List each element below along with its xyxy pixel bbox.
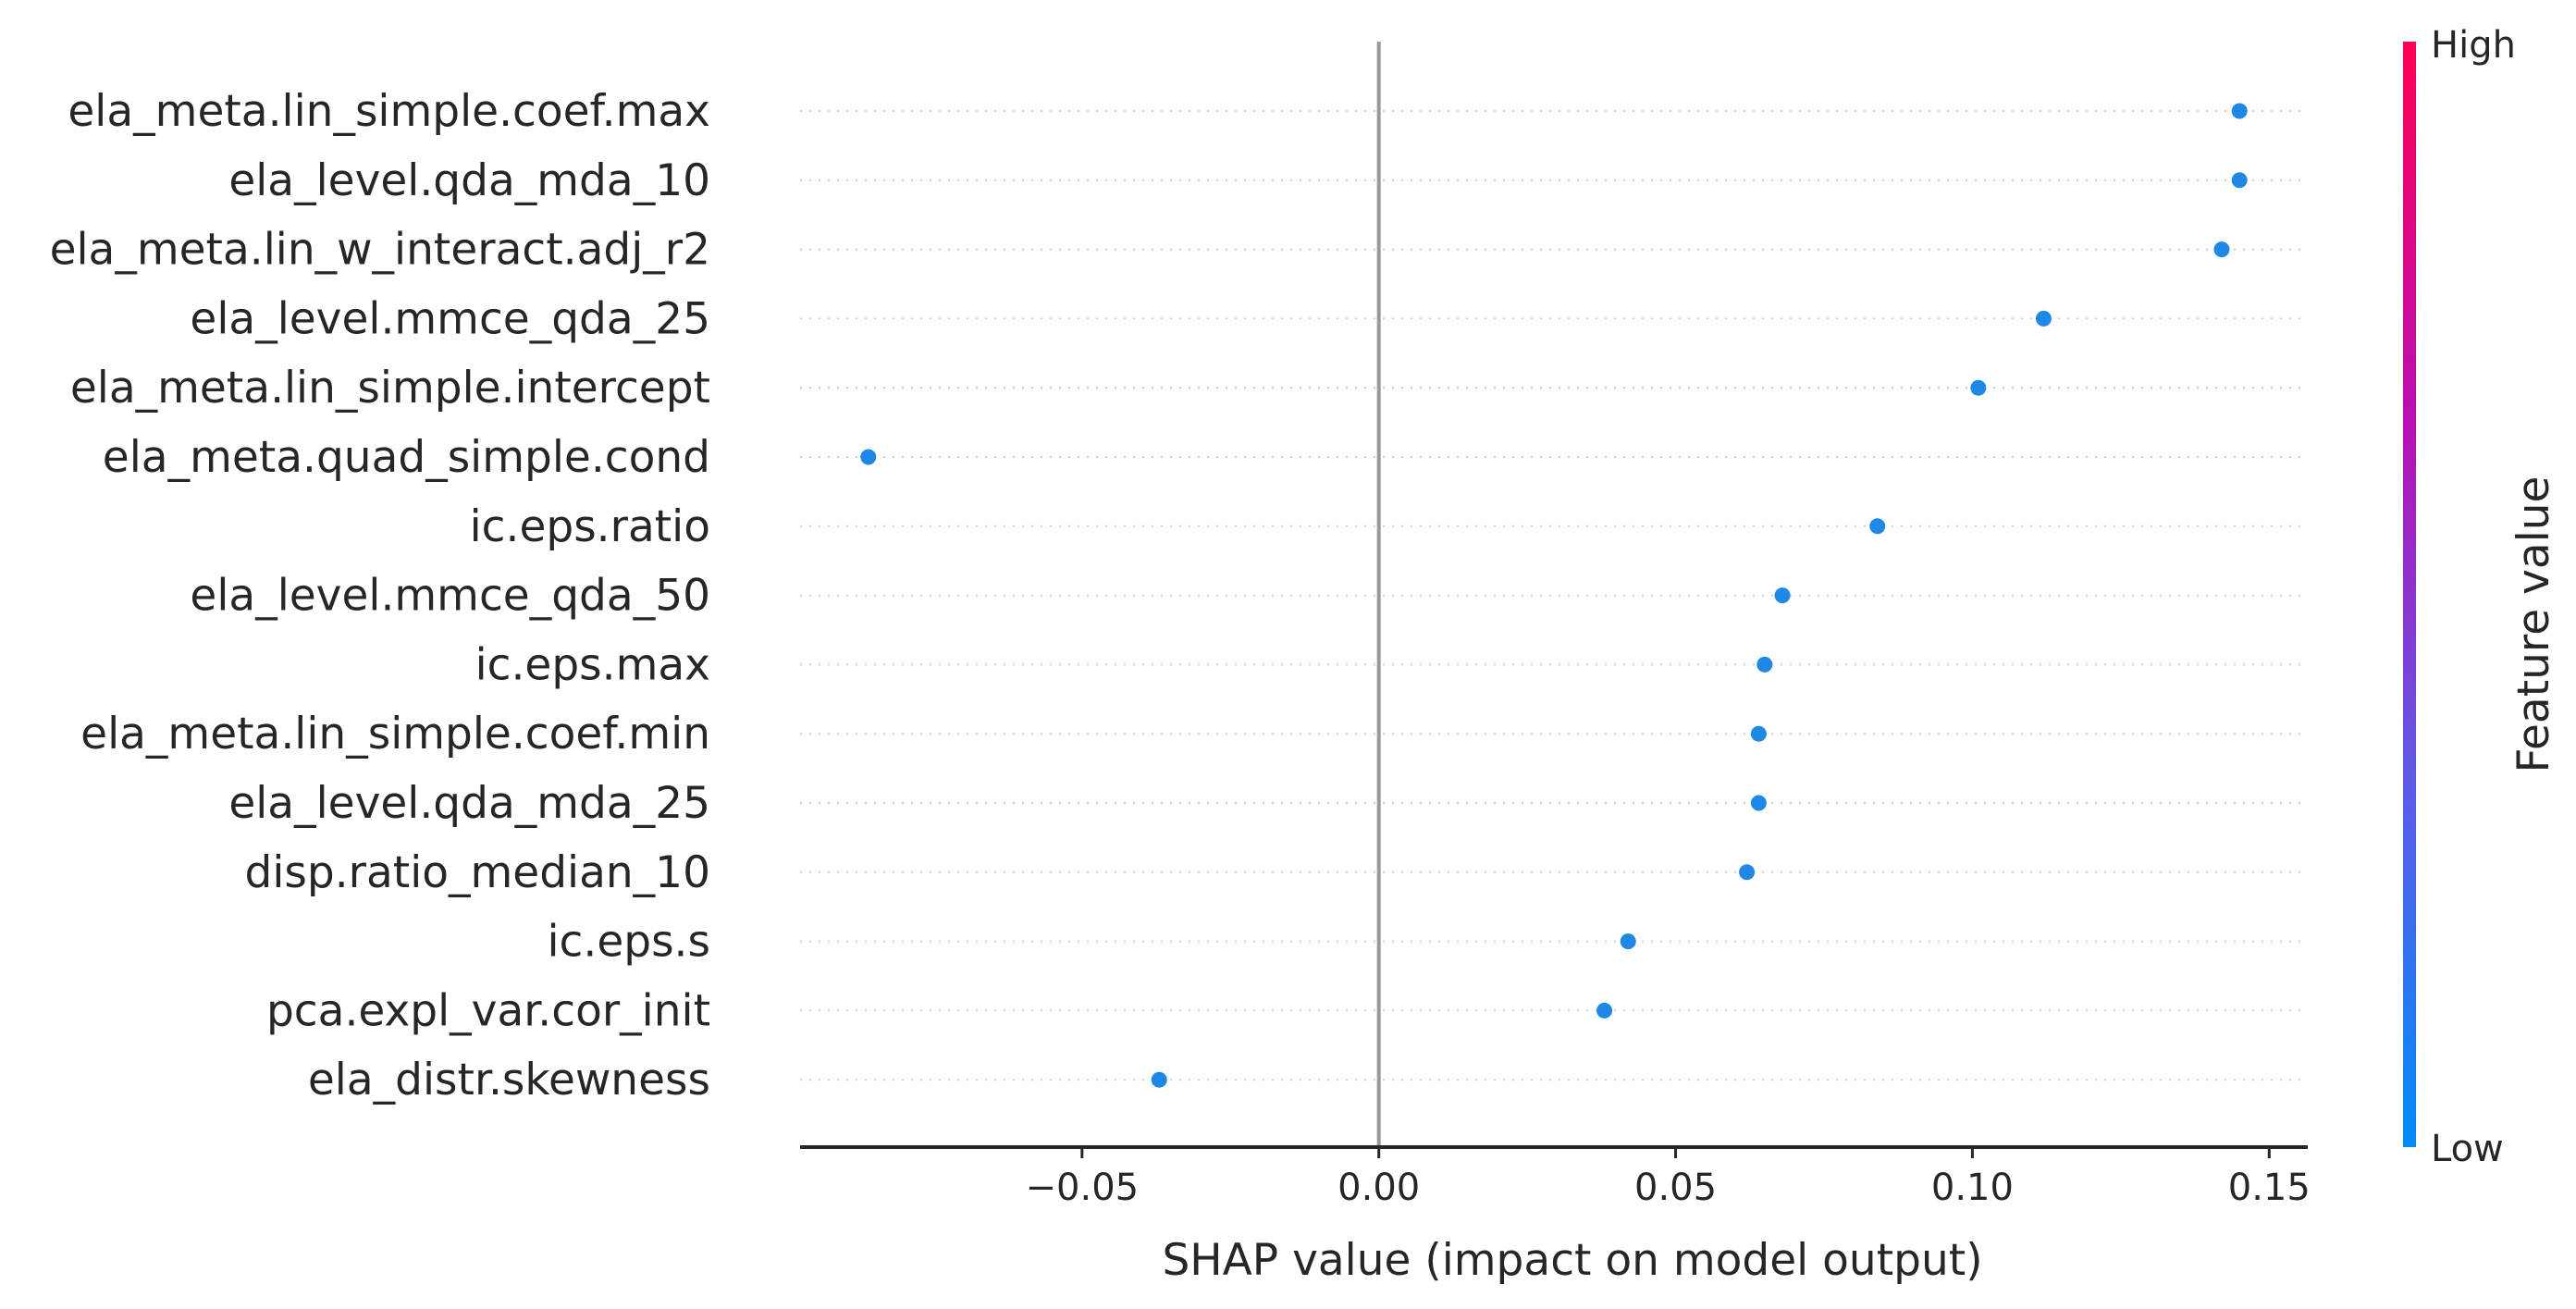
feature-label: pca.expl_var.cor_init <box>266 985 710 1036</box>
x-tick-label: 0.00 <box>1337 1167 1420 1209</box>
feature-label: ela_meta.lin_w_interact.adj_r2 <box>50 225 710 276</box>
shap-point <box>1620 933 1636 950</box>
feature-label: ela_level.mmce_qda_50 <box>190 571 710 622</box>
shap-point <box>1756 656 1773 673</box>
shap-point <box>1151 1071 1167 1088</box>
colorbar: High Low Feature value <box>2403 24 2559 1170</box>
feature-label: ela_level.mmce_qda_25 <box>190 293 710 344</box>
shap-point <box>1750 725 1767 742</box>
shap-point <box>1869 518 1886 535</box>
feature-label: ela_level.qda_mda_25 <box>228 778 710 829</box>
feature-label: ela_level.qda_mda_10 <box>228 155 710 206</box>
shap-point <box>1750 795 1767 811</box>
feature-label: ic.eps.s <box>547 917 710 968</box>
feature-label: ic.eps.ratio <box>470 501 710 552</box>
shap-point <box>2213 241 2230 258</box>
feature-label: ela_meta.lin_simple.coef.min <box>80 709 710 759</box>
shap-point <box>1774 587 1791 604</box>
feature-label: ela_distr.skewness <box>308 1055 710 1105</box>
feature-label: ela_meta.lin_simple.intercept <box>70 363 710 414</box>
shap-point <box>1739 864 1756 881</box>
feature-label: ic.eps.max <box>475 639 710 690</box>
x-tick-label: −0.05 <box>1026 1167 1140 1209</box>
feature-label: disp.ratio_median_10 <box>244 847 710 898</box>
data-points <box>860 103 2248 1088</box>
feature-labels: ela_meta.lin_simple.coef.max ela_level.qd… <box>50 86 710 1105</box>
shap-point <box>2231 103 2248 119</box>
colorbar-gradient <box>2403 42 2416 1147</box>
x-tick-label: 0.05 <box>1634 1167 1717 1209</box>
x-axis-title: SHAP value (impact on model output) <box>1162 1235 1982 1286</box>
row-guides <box>800 110 2308 1081</box>
x-tick-label: 0.10 <box>1931 1167 2014 1209</box>
shap-point <box>860 449 877 465</box>
colorbar-high-label: High <box>2431 24 2516 67</box>
shap-point <box>1970 379 1987 396</box>
feature-label: ela_meta.quad_simple.cond <box>103 432 710 483</box>
x-axis-ticks: −0.05 0.00 0.05 0.10 0.15 <box>1026 1147 2311 1209</box>
feature-label: ela_meta.lin_simple.coef.max <box>68 86 710 137</box>
colorbar-title: Feature value <box>2508 476 2559 773</box>
colorbar-low-label: Low <box>2431 1128 2504 1170</box>
shap-point <box>1596 1002 1613 1019</box>
x-tick-label: 0.15 <box>2228 1167 2311 1209</box>
shap-point <box>2231 172 2248 189</box>
shap-point <box>2035 310 2052 327</box>
